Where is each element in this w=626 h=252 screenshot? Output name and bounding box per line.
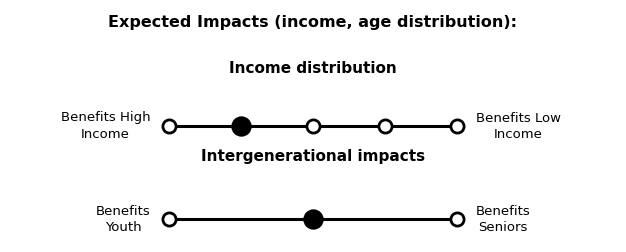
Point [164,217,174,221]
Text: Benefits High
Income: Benefits High Income [61,111,150,141]
Point [452,124,462,128]
Text: Expected Impacts (income, age distribution):: Expected Impacts (income, age distributi… [108,15,518,30]
Text: Intergenerational impacts: Intergenerational impacts [201,149,425,164]
Point [452,217,462,221]
Point [308,124,318,128]
Text: Benefits
Seniors: Benefits Seniors [476,205,530,234]
Text: Income distribution: Income distribution [229,60,397,76]
Point [164,124,174,128]
Point [236,124,246,128]
Text: Benefits Low
Income: Benefits Low Income [476,111,561,141]
Text: Benefits
Youth: Benefits Youth [96,205,150,234]
Point [308,217,318,221]
Point [380,124,390,128]
